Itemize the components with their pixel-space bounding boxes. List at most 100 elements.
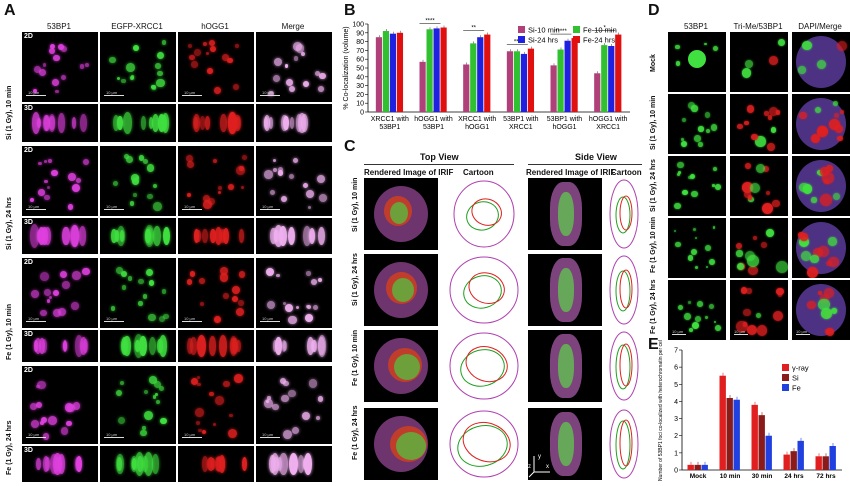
- panel-b-bar: [440, 27, 447, 112]
- focus-spot: [209, 46, 216, 53]
- focus-spot: [64, 402, 74, 412]
- focus-spot: [42, 63, 47, 68]
- focus-spot: [205, 51, 210, 56]
- focus-spot: [810, 133, 821, 144]
- focus-spot: [78, 226, 87, 246]
- focus-spot: [232, 83, 239, 91]
- focus-spot: [31, 290, 40, 299]
- panel-c-row-label: Fe (1 Gy), 24 hrs: [352, 405, 359, 460]
- panel-c-rendered-header-side: Rendered Image of IRIF: [526, 168, 616, 177]
- micrograph-tile: [792, 32, 850, 92]
- focus-spot: [823, 288, 834, 298]
- focus-spot: [30, 420, 39, 429]
- cartoon-nucleus-outline: [453, 180, 515, 248]
- focus-spot: [120, 381, 125, 385]
- panel-b-category-label: XRCC1 with: [371, 116, 409, 123]
- focus-spot: [40, 226, 49, 246]
- focus-spot: [743, 308, 751, 317]
- focus-spot: [133, 334, 143, 358]
- focus-spot: [40, 421, 44, 426]
- panel-b-category-label: 53BP1 with: [503, 116, 539, 123]
- panel-e-label: E: [648, 336, 659, 353]
- focus-spot: [318, 226, 326, 246]
- focus-spot: [127, 276, 132, 281]
- focus-spot: [812, 247, 823, 258]
- focus-spot: [691, 105, 698, 112]
- focus-spot: [269, 189, 275, 195]
- focus-spot: [195, 420, 200, 425]
- focus-spot: [307, 305, 312, 310]
- focus-spot: [798, 236, 809, 248]
- panel-e-category-label: Mock: [690, 473, 707, 480]
- panel-b-ytick-label: 10: [356, 101, 364, 108]
- panel-c-cartoon-header-side: Cartoon: [611, 168, 642, 177]
- focus-spot: [695, 237, 698, 240]
- panel-e-legend-swatch: [782, 374, 789, 381]
- panel-e-ytick-label: 3: [674, 416, 678, 423]
- cartoon-side-nucleus-outline: [609, 255, 639, 325]
- focus-spot: [125, 155, 134, 163]
- focus-spot: [152, 395, 157, 399]
- focus-spot: [769, 56, 779, 66]
- focus-spot: [319, 73, 326, 80]
- focus-spot: [678, 170, 681, 174]
- focus-spot: [705, 316, 708, 319]
- dimension-tag: 3D: [24, 219, 33, 226]
- focus-spot: [42, 115, 49, 131]
- focus-spot: [705, 265, 708, 268]
- focus-spot: [228, 111, 237, 135]
- focus-spot: [142, 294, 148, 300]
- cartoon-side-nucleus-outline: [609, 409, 639, 479]
- cartoon-side-green-outline: [615, 344, 631, 390]
- panel-e-bar: [822, 456, 829, 470]
- panel-b-bar: [513, 51, 521, 112]
- focus-spot: [120, 271, 127, 278]
- focus-spot: [198, 277, 205, 284]
- focus-spot: [317, 174, 326, 184]
- focus-spot: [156, 70, 163, 77]
- focus-spot: [828, 237, 837, 246]
- focus-spot: [144, 410, 154, 420]
- focus-spot: [212, 158, 218, 164]
- focus-spot: [766, 229, 774, 237]
- panel-a-col-53bp1: 53BP1: [46, 22, 72, 31]
- focus-spot: [317, 278, 323, 283]
- focus-spot: [79, 64, 84, 69]
- focus-spot: [305, 304, 310, 309]
- focus-spot: [318, 86, 324, 92]
- focus-spot: [698, 126, 704, 132]
- scale-bar-label: 10 µm: [734, 329, 746, 334]
- panel-b-sig-stars: ***: [514, 40, 522, 46]
- focus-spot: [203, 199, 212, 209]
- focus-spot: [208, 197, 215, 205]
- cartoon-side-red-outline: [619, 419, 633, 467]
- rendered-top-view: [364, 254, 438, 326]
- focus-spot: [38, 69, 46, 77]
- panel-e-ytick-label: 0: [674, 468, 678, 475]
- focus-spot: [219, 335, 228, 357]
- focus-spot: [162, 226, 170, 246]
- panel-a-col-hogg1: hOGG1: [201, 22, 229, 31]
- focus-spot: [764, 111, 769, 116]
- focus-spot: [229, 413, 233, 418]
- focus-spot: [72, 270, 82, 280]
- focus-spot: [296, 306, 300, 310]
- focus-spot: [82, 339, 88, 353]
- focus-spot: [287, 315, 297, 325]
- focus-spot: [768, 106, 778, 116]
- panel-e-bar: [719, 375, 726, 470]
- panel-c-divider: [528, 164, 642, 165]
- focus-spot: [305, 313, 314, 322]
- panel-b-bar: [375, 37, 383, 113]
- focus-spot: [264, 399, 273, 408]
- scale-bar-label: 10 µm: [796, 329, 808, 334]
- panel-b-bar: [419, 61, 426, 112]
- scale-bar-label: 10 µm: [184, 432, 196, 437]
- rendered-side-view: [528, 408, 602, 480]
- focus-spot: [148, 280, 155, 287]
- panel-b-bar: [601, 45, 608, 112]
- focus-spot: [705, 128, 711, 134]
- focus-spot: [810, 254, 819, 264]
- focus-spot: [71, 117, 76, 129]
- focus-spot: [281, 339, 287, 353]
